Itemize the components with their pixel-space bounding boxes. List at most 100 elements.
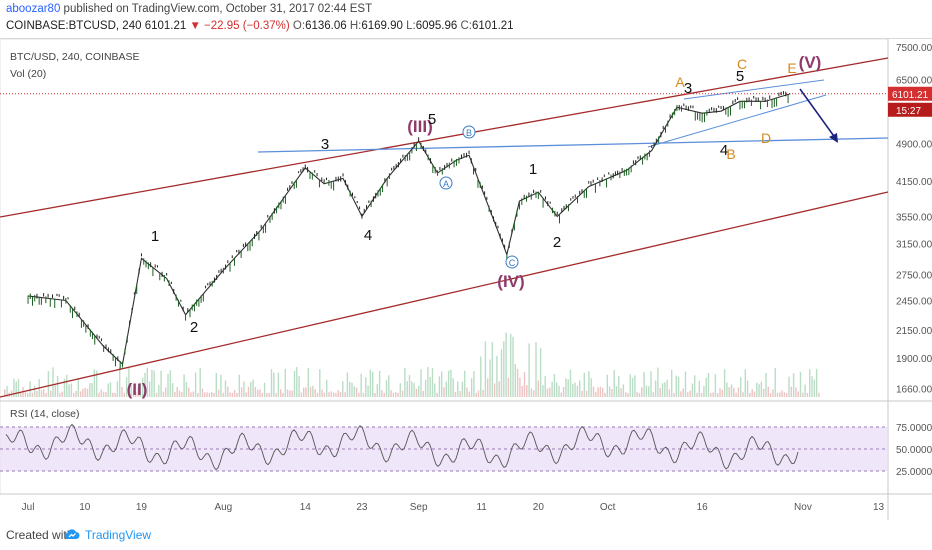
volume-bar (611, 388, 613, 397)
volume-bar (546, 388, 549, 397)
volume-bar (436, 392, 438, 397)
volume-bar (487, 378, 489, 397)
price-tick-label: 6500.00 (896, 75, 932, 86)
volume-bar (224, 380, 227, 397)
volume-bar (86, 388, 89, 397)
volume-bar (528, 343, 530, 397)
volume-bar (740, 377, 742, 397)
volume-bar (268, 392, 270, 397)
volume-bar (273, 372, 275, 397)
price-chart[interactable]: 7500.006500.005700.004900.004150.003550.… (0, 39, 932, 520)
volume-bar (93, 369, 96, 397)
volume-bar (206, 392, 208, 397)
volume-bar (779, 392, 781, 397)
volume-bar (429, 376, 431, 397)
price-tick-label: 4150.00 (896, 177, 932, 188)
volume-bar (604, 392, 606, 397)
volume-bar (707, 372, 710, 397)
volume-bar (243, 381, 245, 397)
time-tick-label: Jul (22, 502, 35, 513)
wave-label-roman: (V) (799, 53, 822, 72)
volume-bar (657, 367, 659, 397)
volume-bar (539, 348, 542, 397)
tradingview-brand-link[interactable]: TradingView (85, 528, 152, 542)
wave-circle (439, 176, 453, 190)
volume-bar (804, 384, 806, 397)
volume-bar (415, 388, 418, 397)
volume-bar (751, 389, 753, 397)
volume-bar (535, 342, 537, 397)
time-tick-label: Sep (410, 502, 428, 513)
wave-label-abcde: D (761, 130, 771, 146)
volume-bar (395, 392, 397, 397)
volume-bar (585, 390, 588, 397)
volume-bar (59, 392, 61, 397)
volume-bar (613, 369, 615, 397)
volume-bar (767, 386, 769, 397)
volume-bar (388, 375, 390, 397)
author-link[interactable]: aboozar80 (6, 3, 61, 15)
volume-bar (270, 369, 273, 397)
volume-bar (358, 392, 360, 397)
volume-bar (519, 377, 521, 397)
tradingview-cloud-icon (64, 529, 80, 540)
volume-bar (84, 387, 86, 397)
volume-bar (305, 387, 307, 397)
volume-bar (236, 392, 238, 397)
volume-bar (574, 382, 576, 397)
volume-bar (116, 381, 119, 397)
price-tick-label: 1900.00 (896, 354, 932, 365)
volume-bar (128, 368, 130, 397)
volume-bar (36, 391, 38, 397)
volume-bar (362, 392, 365, 397)
volume-bar (40, 390, 43, 397)
rsi-line (5, 423, 799, 471)
low-value: 6095.96 (415, 20, 458, 32)
volume-bar (342, 381, 344, 397)
volume-bar (227, 386, 229, 397)
volume-bar (105, 392, 107, 397)
volume-bar (737, 387, 740, 397)
volume-bar (326, 379, 328, 397)
volume-bar (360, 373, 362, 397)
volume-bar (569, 369, 572, 397)
volume-bar (293, 370, 296, 397)
volume-bar (181, 392, 183, 397)
volume-bar (316, 392, 319, 397)
wave-label-circled: B (466, 128, 472, 138)
volume-bar (744, 369, 746, 397)
volume-bar (142, 377, 144, 397)
volume-bar (650, 371, 652, 397)
volume-bar (480, 356, 482, 397)
volume-bar (158, 384, 160, 397)
volume-bar (454, 391, 457, 397)
time-tick-label: 19 (136, 502, 148, 513)
volume-bar (661, 383, 664, 397)
volume-bar (139, 382, 142, 397)
rsi-tick-label: 75.0000 (896, 423, 932, 434)
wave-label-impulse: 5 (736, 68, 744, 85)
wave-label-circled: C (509, 258, 516, 268)
volume-bar (208, 392, 211, 397)
volume-bar (68, 384, 70, 397)
volume-bar (307, 367, 309, 397)
volume-bar (121, 386, 123, 397)
volume-bar (77, 377, 79, 397)
wave-label-impulse: 4 (364, 227, 372, 244)
rsi-tick-label: 50.0000 (896, 445, 932, 456)
volume-bar (615, 386, 618, 397)
wave-label-roman: (IV) (497, 272, 524, 291)
countdown-tag-text: 15:27 (896, 106, 921, 117)
volume-bar (671, 369, 673, 397)
wave-label-impulse: 2 (553, 234, 561, 251)
volume-bar (319, 369, 321, 397)
volume-bar (213, 392, 215, 397)
volume-bar (795, 387, 797, 397)
volume-bar (694, 375, 696, 397)
volume-bar (537, 380, 539, 397)
volume-bar (54, 385, 56, 397)
volume-bar (634, 375, 636, 397)
volume-bar (648, 386, 650, 397)
volume-bar (703, 386, 705, 397)
volume-bar (351, 382, 353, 397)
